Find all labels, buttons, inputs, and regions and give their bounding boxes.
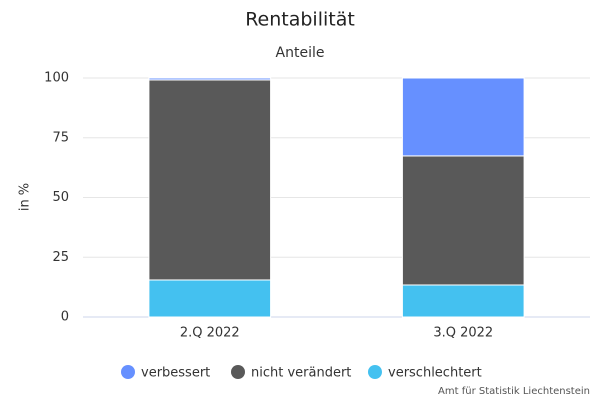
legend-marker (368, 365, 382, 379)
legend-marker (231, 365, 245, 379)
x-tick-label: 3.Q 2022 (433, 326, 493, 341)
bar-segment (401, 284, 525, 318)
bar-segment (148, 79, 272, 281)
y-tick-label: 100 (44, 71, 69, 86)
bar-segment (401, 77, 525, 157)
y-axis-label: in % (18, 183, 33, 211)
legend-label: verschlechtert (388, 366, 482, 381)
legend-label: nicht verändert (251, 366, 351, 381)
bar-segment (401, 155, 525, 286)
bar-segment (148, 77, 272, 81)
y-tick-label: 0 (61, 310, 69, 325)
y-tick-label: 50 (52, 190, 69, 205)
bar-segment (148, 279, 272, 318)
legend-label: verbessert (141, 366, 210, 381)
x-tick-label: 2.Q 2022 (180, 326, 240, 341)
legend-marker (121, 365, 135, 379)
chart-title: Rentabilität (245, 9, 355, 31)
credit: Amt für Statistik Liechtenstein (438, 386, 590, 397)
y-tick-label: 25 (52, 250, 69, 265)
y-tick-label: 75 (52, 130, 69, 145)
chart-subtitle: Anteile (276, 45, 325, 61)
